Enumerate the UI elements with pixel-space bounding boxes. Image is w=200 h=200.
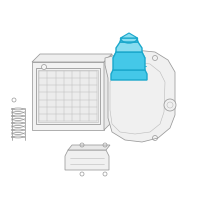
Polygon shape [113,52,145,70]
Polygon shape [120,38,138,42]
Circle shape [42,64,46,70]
Polygon shape [65,150,109,170]
Polygon shape [32,54,112,62]
Polygon shape [104,54,112,130]
Polygon shape [111,70,147,80]
Polygon shape [116,42,142,52]
Polygon shape [105,50,175,142]
Bar [32,62,104,130]
Bar [36,68,100,124]
Polygon shape [120,33,138,38]
Bar [38,70,98,122]
Circle shape [164,99,176,111]
Polygon shape [68,145,110,150]
